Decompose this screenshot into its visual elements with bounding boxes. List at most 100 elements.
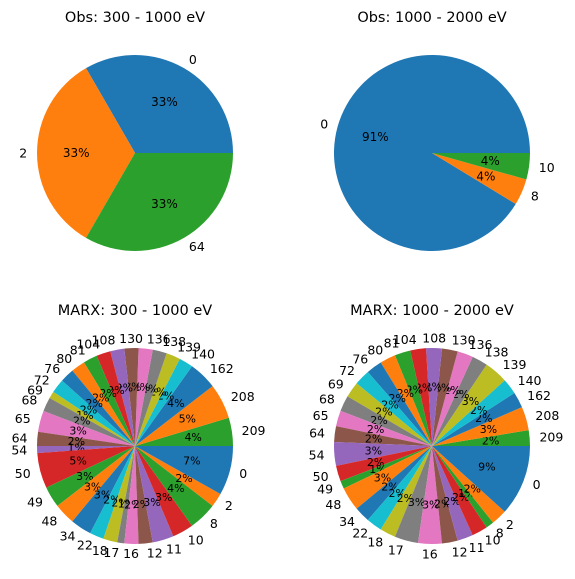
- pie-slice: [394, 446, 432, 543]
- slice-percent-label: 3%: [94, 489, 111, 502]
- slice-percent-label: 2%: [482, 435, 499, 448]
- slice-percent-label: 3%: [155, 491, 172, 504]
- slice-label: 11: [469, 540, 485, 555]
- pie-slice: [426, 347, 442, 446]
- pie-slice: [356, 446, 432, 521]
- slice-percent-label: 3%: [69, 425, 86, 438]
- slice-percent-label: 3%: [84, 480, 101, 493]
- slice-percent-label: 2%: [424, 381, 441, 394]
- slice-label: 209: [242, 423, 266, 438]
- pie-slice: [334, 426, 432, 446]
- slice-label: 10: [188, 533, 204, 548]
- pie-slice: [135, 386, 229, 446]
- pie-slice: [117, 446, 135, 544]
- slice-percent-label: 3%: [365, 444, 382, 457]
- pie-slice: [83, 355, 135, 446]
- slice-label: 208: [535, 408, 559, 423]
- slice-percent-label: 4%: [184, 431, 201, 444]
- pie-obs-1000-2000: Obs: 1000 - 2000 eV 0 91% 8 4% 10 4%: [320, 10, 555, 251]
- slice-label: 11: [166, 542, 182, 557]
- slice-label: 208: [231, 389, 255, 404]
- slice-label: 50: [313, 469, 329, 484]
- pie-slice: [340, 396, 432, 446]
- pie-slice: [46, 446, 135, 506]
- pie-slice: [135, 349, 167, 446]
- pie-slice: [135, 348, 153, 446]
- slice-label: 12: [452, 544, 468, 559]
- slice-label: 48: [325, 497, 341, 512]
- slice-label: 130: [452, 333, 476, 348]
- pie-slice: [380, 355, 432, 446]
- pie-slice: [336, 446, 432, 482]
- slice-percent-label: 9%: [478, 461, 495, 474]
- slice-label: 136: [469, 337, 493, 352]
- slice-label: 54: [11, 442, 27, 457]
- pie-slice: [432, 364, 505, 446]
- pie-slice: [432, 153, 527, 204]
- slice-percent-label: 33%: [151, 197, 178, 211]
- slice-label: 0: [189, 52, 197, 67]
- slice-label: 22: [77, 538, 93, 553]
- slice-percent-label: 33%: [151, 95, 178, 109]
- pie-slice: [432, 393, 522, 446]
- slice-label: 10: [539, 160, 555, 175]
- pie-slice: [432, 430, 530, 446]
- slice-label: 8: [496, 525, 504, 540]
- slice-label: 72: [34, 373, 50, 388]
- pie-slice: [432, 446, 487, 536]
- slice-label: 17: [388, 543, 404, 558]
- pie-slice: [86, 55, 233, 153]
- pie-slice: [43, 398, 135, 446]
- pie-marx-1000-2000: MARX: 1000 - 2000 eV 2092%2083%1622%1402…: [309, 303, 564, 561]
- slice-label: 108: [422, 331, 446, 346]
- pie-slice: [135, 446, 213, 526]
- slice-label: 8: [210, 516, 218, 531]
- chart-title: Obs: 1000 - 2000 eV: [357, 10, 506, 26]
- slice-percent-label: 3%: [462, 395, 479, 408]
- slice-label: 68: [21, 393, 37, 408]
- slice-label: 22: [352, 525, 368, 540]
- pie-slice: [103, 446, 135, 543]
- slice-percent-label: 4%: [167, 397, 184, 410]
- slice-percent-label: 5%: [69, 454, 86, 467]
- pie-obs-300-1000: Obs: 300 - 1000 eV 0 33% 2 33% 64 33%: [19, 10, 233, 254]
- pie-slice: [432, 446, 458, 544]
- pie-slice: [432, 446, 530, 512]
- slice-label: 72: [339, 363, 355, 378]
- slice-label: 0: [320, 116, 328, 131]
- slice-label: 49: [317, 481, 333, 496]
- pie-slice: [38, 410, 135, 446]
- slice-percent-label: 2%: [370, 414, 387, 427]
- slice-label: 140: [518, 373, 542, 388]
- pie-slice: [333, 442, 432, 466]
- slice-label: 139: [503, 357, 527, 372]
- slice-percent-label: 3%: [76, 470, 93, 483]
- slice-percent-label: 2%: [367, 423, 384, 436]
- pie-slice: [432, 446, 494, 528]
- slice-label: 81: [384, 336, 400, 351]
- slice-label: 64: [189, 239, 205, 254]
- slice-label: 0: [533, 477, 541, 492]
- pie-slice: [347, 383, 432, 446]
- slice-label: 104: [76, 336, 100, 351]
- pie-slice: [135, 446, 193, 537]
- pie-slice: [124, 446, 139, 544]
- slice-percent-label: 2%: [68, 435, 85, 448]
- slice-label: 130: [119, 331, 143, 346]
- pie-slice: [394, 350, 432, 446]
- slice-label: 50: [15, 466, 31, 481]
- slice-label: 104: [393, 332, 417, 347]
- slice-label: 12: [147, 546, 163, 561]
- slice-percent-label: 4%: [481, 154, 500, 168]
- pie-slice: [135, 358, 193, 446]
- pie-slice: [62, 370, 136, 446]
- slice-percent-label: 33%: [63, 146, 90, 160]
- pie-slice: [124, 348, 139, 446]
- slice-percent-label: 3%: [374, 471, 391, 484]
- pie-slice: [432, 446, 473, 541]
- pie-slice: [432, 407, 529, 446]
- pie-slice: [110, 348, 135, 446]
- slice-label: 0: [239, 466, 247, 481]
- pie-slice: [135, 417, 233, 446]
